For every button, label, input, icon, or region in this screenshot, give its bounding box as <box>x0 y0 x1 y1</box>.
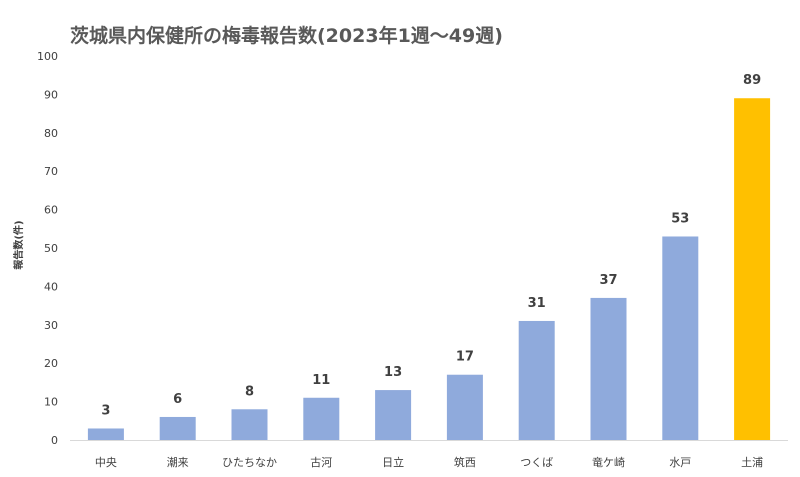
bar <box>734 98 771 441</box>
bar <box>662 236 699 440</box>
y-tick-label: 10 <box>44 396 58 409</box>
category-label: 水戸 <box>669 456 691 469</box>
bar <box>87 428 124 440</box>
y-tick-label: 90 <box>44 88 58 101</box>
data-label: 6 <box>173 392 182 407</box>
category-label: 竜ケ崎 <box>592 455 625 469</box>
data-label: 11 <box>312 373 330 388</box>
bars-group <box>87 98 771 441</box>
y-axis-ticks: 0 10 20 30 40 50 60 70 80 90 100 <box>37 50 58 447</box>
bar <box>231 409 268 440</box>
data-label: 37 <box>599 273 617 288</box>
x-axis-categories: 中央 潮来 ひたちなか 古河 日立 筑西 つくば 竜ケ崎 水戸 土浦 <box>95 455 763 469</box>
y-tick-label: 30 <box>44 319 58 332</box>
data-label: 53 <box>671 211 689 226</box>
bar <box>375 390 412 440</box>
y-tick-label: 70 <box>44 165 58 178</box>
bar <box>303 397 340 440</box>
data-label: 8 <box>245 384 254 399</box>
y-tick-label: 100 <box>37 50 58 63</box>
bar <box>446 374 483 440</box>
y-tick-label: 20 <box>44 357 58 370</box>
data-labels-group: 3 6 8 11 13 17 31 37 53 89 <box>101 73 761 418</box>
category-label: 日立 <box>382 455 404 469</box>
chart-title: 茨城県内保健所の梅毒報告数(2023年1週～49週) <box>70 24 503 47</box>
category-label: つくば <box>520 456 553 469</box>
category-label: 潮来 <box>167 455 189 469</box>
data-label: 3 <box>101 403 110 418</box>
category-label: 筑西 <box>454 455 476 469</box>
y-axis-label: 報告数(件) <box>12 220 25 269</box>
category-label: ひたちなか <box>222 456 277 469</box>
category-label: 古河 <box>310 456 332 469</box>
data-label: 31 <box>528 296 546 311</box>
y-tick-label: 40 <box>44 280 58 293</box>
data-label: 89 <box>743 73 761 88</box>
bar <box>518 320 555 440</box>
data-label: 17 <box>456 350 474 365</box>
category-label: 土浦 <box>741 456 763 469</box>
bar <box>159 416 196 440</box>
y-tick-label: 60 <box>44 204 58 217</box>
y-tick-label: 80 <box>44 127 58 140</box>
bar <box>590 297 627 440</box>
category-label: 中央 <box>95 456 117 469</box>
y-tick-label: 50 <box>44 242 58 255</box>
y-tick-label: 0 <box>51 434 58 447</box>
data-label: 13 <box>384 365 402 380</box>
